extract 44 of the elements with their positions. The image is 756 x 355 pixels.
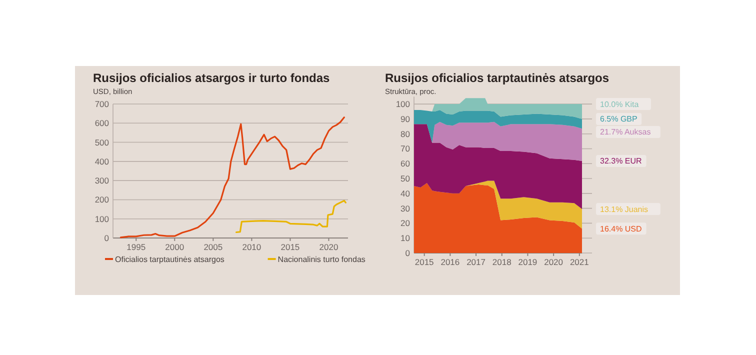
y-tick-label: 20 bbox=[400, 218, 410, 228]
text: 16.4% USD bbox=[600, 224, 642, 234]
x-tick-label: 2015 bbox=[280, 242, 300, 252]
y-tick-label: 0 bbox=[405, 248, 410, 258]
y-tick-label: 400 bbox=[94, 156, 110, 166]
y-tick-label: 200 bbox=[94, 194, 110, 205]
y-tick-label: 90 bbox=[400, 114, 410, 124]
y-tick-label: 40 bbox=[400, 188, 410, 198]
x-tick-label: 2020 bbox=[319, 242, 338, 252]
chart-title: Rusijos oficialios atsargos ir turto fondas bbox=[93, 71, 330, 85]
y-tick-label: 100 bbox=[94, 214, 110, 224]
y-tick-label: 10 bbox=[400, 233, 410, 244]
y-tick-label: 80 bbox=[400, 128, 410, 139]
x-tick-label: 2018 bbox=[492, 257, 512, 267]
text: 6.5% GBP bbox=[600, 114, 638, 124]
y-tick-label: 0 bbox=[104, 232, 110, 243]
y-tick-label: 700 bbox=[94, 98, 110, 109]
y-tick-label: 300 bbox=[94, 176, 110, 186]
y-tick-label: 500 bbox=[94, 137, 110, 148]
line-series bbox=[120, 116, 345, 238]
line-series bbox=[235, 200, 346, 234]
y-tick-label: 50 bbox=[400, 174, 410, 184]
chart-title: Rusijos oficialios tarptautinės atsargos bbox=[385, 71, 610, 85]
y-tick-label: 70 bbox=[400, 144, 410, 154]
legend-label: Oficialios tarptautinės atsargos bbox=[115, 254, 224, 264]
x-tick-label: 2017 bbox=[466, 257, 486, 267]
y-tick-label: 600 bbox=[94, 118, 110, 128]
x-tick-label: 2010 bbox=[242, 242, 262, 252]
x-tick-label: 2000 bbox=[165, 242, 184, 252]
text: 10.0% Kita bbox=[600, 100, 640, 109]
x-tick-label: 2019 bbox=[518, 257, 538, 267]
legend-label: Nacionalinis turto fondas bbox=[278, 254, 366, 264]
y-tick-label: 60 bbox=[400, 158, 410, 169]
x-tick-label: 2005 bbox=[204, 242, 223, 252]
x-tick-label: 2016 bbox=[440, 257, 460, 267]
x-tick-label: 2020 bbox=[544, 257, 564, 267]
y-tick-label: 100 bbox=[396, 99, 410, 110]
x-tick-label: 2015 bbox=[414, 257, 434, 267]
text: 32.3% EUR bbox=[600, 156, 642, 166]
x-tick-label: 1995 bbox=[126, 242, 146, 252]
x-tick-label: 2021 bbox=[570, 257, 590, 267]
y-tick-label: 30 bbox=[400, 203, 410, 214]
text: 13.1% Juanis bbox=[600, 204, 648, 214]
text: 21.7% Auksas bbox=[600, 128, 651, 137]
